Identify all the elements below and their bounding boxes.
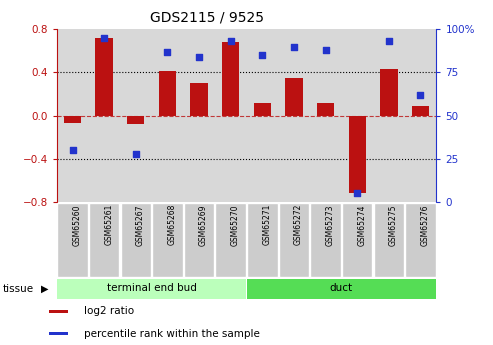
FancyBboxPatch shape bbox=[57, 279, 246, 299]
Bar bbox=[222, 42, 240, 116]
Bar bbox=[317, 103, 334, 116]
Text: ▶: ▶ bbox=[41, 284, 48, 294]
Bar bbox=[49, 310, 68, 313]
Bar bbox=[127, 116, 144, 124]
Text: GSM65267: GSM65267 bbox=[136, 204, 145, 246]
Text: GSM65269: GSM65269 bbox=[199, 204, 208, 246]
Text: GSM65276: GSM65276 bbox=[421, 204, 429, 246]
Bar bbox=[412, 106, 429, 116]
FancyBboxPatch shape bbox=[184, 203, 214, 277]
Text: GSM65274: GSM65274 bbox=[357, 204, 366, 246]
FancyBboxPatch shape bbox=[89, 203, 119, 277]
FancyBboxPatch shape bbox=[247, 279, 436, 299]
Text: GSM65260: GSM65260 bbox=[72, 204, 81, 246]
Bar bbox=[96, 38, 113, 116]
Bar bbox=[49, 332, 68, 335]
Point bbox=[69, 147, 76, 153]
Point bbox=[258, 52, 266, 58]
Text: GSM65268: GSM65268 bbox=[168, 204, 176, 246]
Point bbox=[385, 39, 393, 44]
Text: percentile rank within the sample: percentile rank within the sample bbox=[84, 329, 260, 339]
FancyBboxPatch shape bbox=[57, 203, 88, 277]
Text: GSM65273: GSM65273 bbox=[325, 204, 335, 246]
FancyBboxPatch shape bbox=[374, 203, 404, 277]
FancyBboxPatch shape bbox=[311, 203, 341, 277]
FancyBboxPatch shape bbox=[121, 203, 151, 277]
Text: GSM65275: GSM65275 bbox=[389, 204, 398, 246]
Bar bbox=[253, 103, 271, 116]
Text: duct: duct bbox=[330, 284, 353, 294]
Bar bbox=[349, 116, 366, 193]
Text: GDS2115 / 9525: GDS2115 / 9525 bbox=[150, 10, 264, 24]
Text: GSM65270: GSM65270 bbox=[231, 204, 240, 246]
Point bbox=[353, 190, 361, 196]
Text: GSM65261: GSM65261 bbox=[104, 204, 113, 246]
Text: tissue: tissue bbox=[2, 284, 34, 294]
Point bbox=[132, 151, 140, 156]
Bar bbox=[159, 71, 176, 116]
FancyBboxPatch shape bbox=[215, 203, 246, 277]
FancyBboxPatch shape bbox=[247, 203, 278, 277]
Point bbox=[321, 47, 329, 53]
Bar bbox=[380, 69, 397, 116]
Text: GSM65271: GSM65271 bbox=[262, 204, 271, 246]
Point bbox=[417, 92, 424, 98]
FancyBboxPatch shape bbox=[342, 203, 372, 277]
Point bbox=[227, 39, 235, 44]
Bar bbox=[190, 83, 208, 116]
FancyBboxPatch shape bbox=[405, 203, 436, 277]
Text: terminal end bud: terminal end bud bbox=[106, 284, 197, 294]
Text: GSM65272: GSM65272 bbox=[294, 204, 303, 246]
FancyBboxPatch shape bbox=[279, 203, 309, 277]
Text: log2 ratio: log2 ratio bbox=[84, 306, 134, 316]
FancyBboxPatch shape bbox=[152, 203, 182, 277]
Point bbox=[100, 35, 108, 41]
Bar bbox=[64, 116, 81, 123]
Point bbox=[195, 54, 203, 60]
Point bbox=[164, 49, 172, 55]
Point bbox=[290, 44, 298, 49]
Bar bbox=[285, 78, 303, 116]
